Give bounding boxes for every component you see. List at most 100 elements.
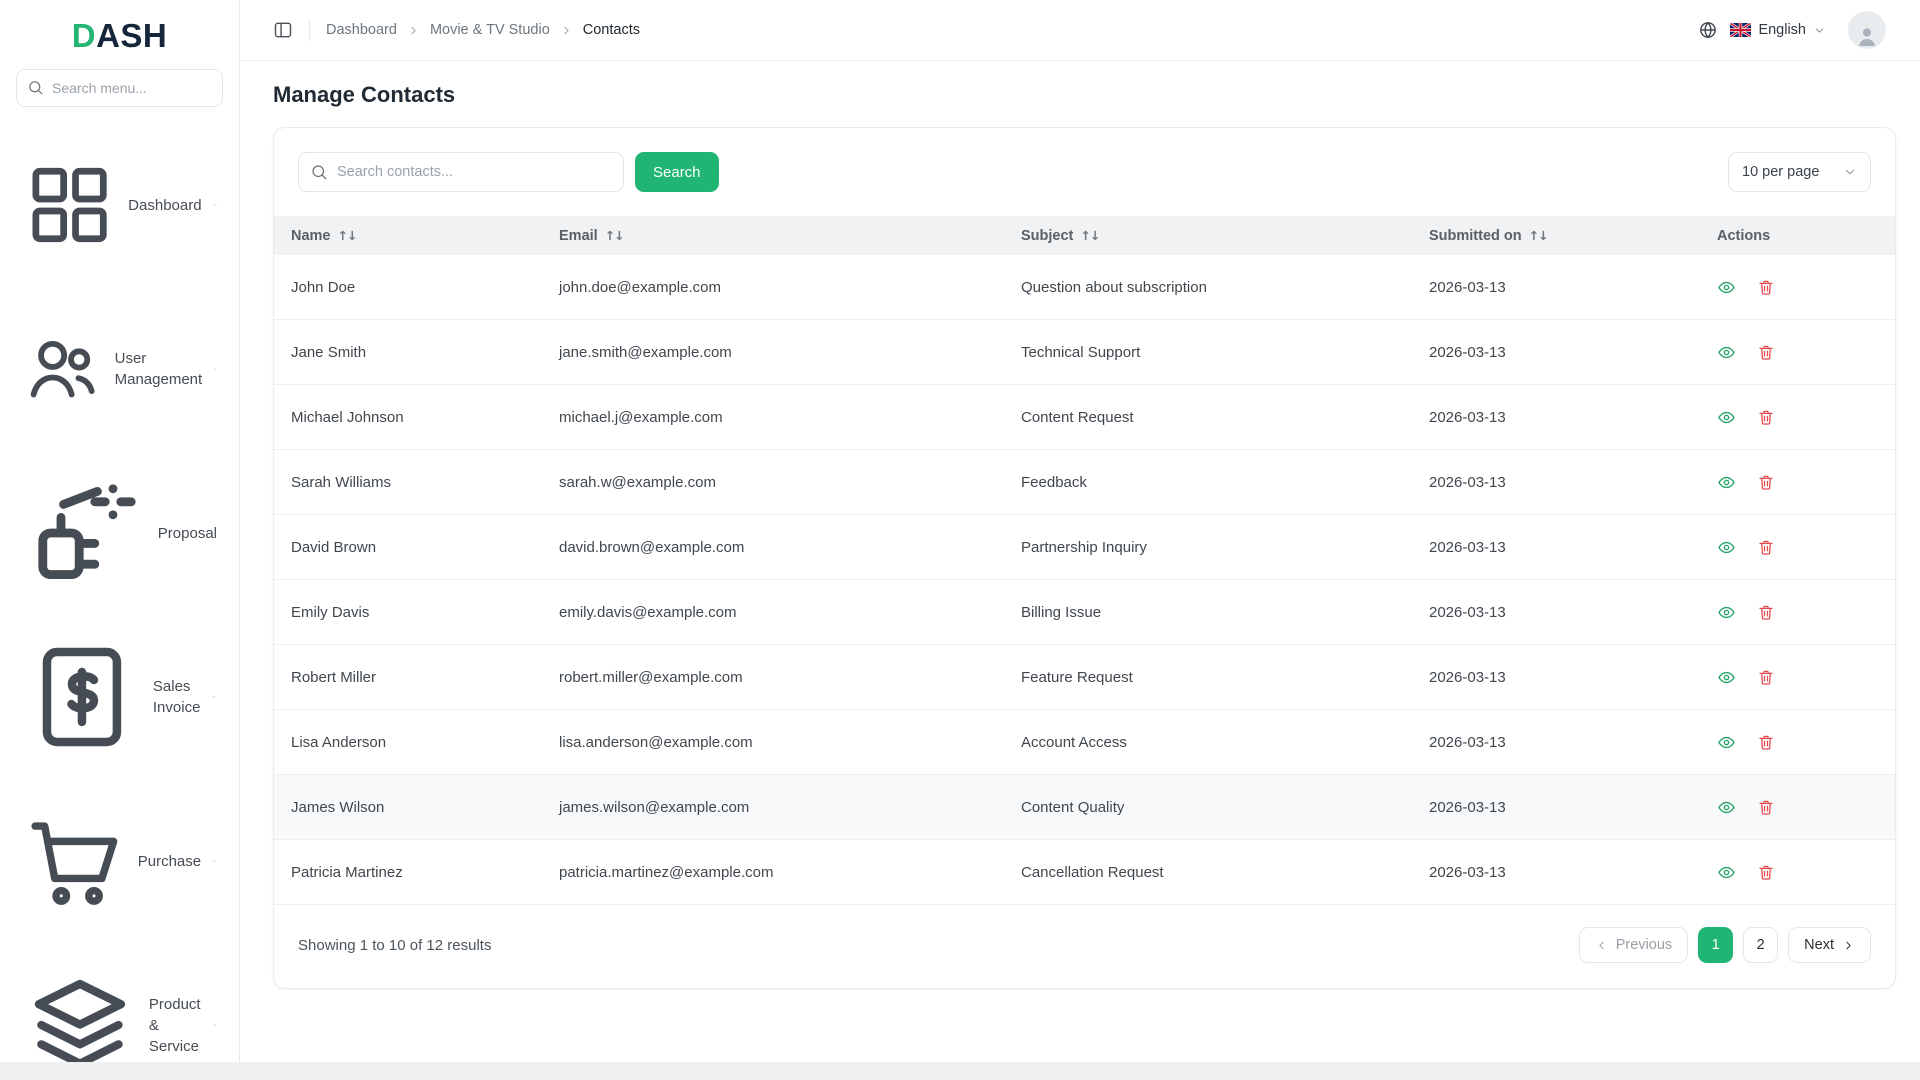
next-page-button[interactable]: Next — [1788, 927, 1871, 963]
table-row: Lisa Anderson lisa.anderson@example.com … — [274, 710, 1895, 775]
delete-button[interactable] — [1757, 733, 1775, 752]
cell-name: Patricia Martinez — [291, 863, 403, 881]
sort-icon: ↑↓ — [1080, 228, 1100, 243]
sidebar-item-purchase[interactable]: Purchase — [12, 779, 227, 943]
trash-icon — [1757, 343, 1775, 362]
delete-button[interactable] — [1757, 278, 1775, 297]
view-button[interactable] — [1717, 863, 1736, 882]
sidebar-item-user-management[interactable]: User Management — [12, 287, 227, 451]
cell-subject: Content Quality — [1021, 798, 1125, 816]
view-button[interactable] — [1717, 473, 1736, 492]
table-row: David Brown david.brown@example.com Part… — [274, 515, 1895, 580]
breadcrumb: Dashboard Movie & TV Studio Contacts — [326, 22, 640, 38]
delete-button[interactable] — [1757, 473, 1775, 492]
column-header-submitted-on[interactable]: Submitted on ↑↓ — [1412, 228, 1700, 244]
cell-subject: Feedback — [1021, 473, 1087, 491]
cell-email: emily.davis@example.com — [559, 603, 737, 621]
cell-subject: Partnership Inquiry — [1021, 538, 1147, 556]
page-2-button[interactable]: 2 — [1743, 927, 1779, 963]
column-header-actions: Actions — [1700, 228, 1895, 244]
page-title: Manage Contacts — [273, 82, 456, 107]
view-button[interactable] — [1717, 603, 1736, 622]
delete-button[interactable] — [1757, 343, 1775, 362]
sidebar-search-input[interactable] — [16, 69, 223, 107]
globe-icon[interactable] — [1698, 20, 1718, 40]
view-button[interactable] — [1717, 733, 1736, 752]
previous-page-button[interactable]: Previous — [1578, 927, 1689, 963]
sidebar-item-label: Purchase — [137, 852, 202, 870]
eye-icon — [1717, 603, 1736, 622]
logo-letter-d: D — [71, 17, 97, 54]
table-row: Jane Smith jane.smith@example.com Techni… — [274, 320, 1895, 385]
view-button[interactable] — [1717, 538, 1736, 557]
column-header-subject[interactable]: Subject ↑↓ — [1004, 228, 1412, 244]
avatar[interactable] — [1848, 11, 1886, 49]
chevron-down-icon — [1843, 165, 1857, 179]
language-selector[interactable]: English — [1730, 22, 1826, 38]
search-icon — [27, 79, 44, 96]
sidebar-item-dashboard[interactable]: Dashboard — [12, 123, 227, 287]
cart-icon — [22, 786, 127, 936]
per-page-select[interactable]: 10 per page — [1728, 152, 1871, 192]
delete-button[interactable] — [1757, 863, 1775, 882]
column-header-email[interactable]: Email ↑↓ — [542, 228, 1004, 244]
breadcrumb-dashboard[interactable]: Dashboard — [326, 22, 397, 38]
sort-icon: ↑↓ — [337, 228, 358, 243]
delete-button[interactable] — [1757, 798, 1775, 817]
main-area: Dashboard Movie & TV Studio Contacts — [240, 0, 1920, 1062]
cell-email: john.doe@example.com — [559, 278, 721, 296]
view-button[interactable] — [1717, 278, 1736, 297]
chevron-left-icon — [1595, 939, 1608, 952]
pagination: Previous 1 2 Next — [1578, 927, 1871, 963]
sort-icon: ↑↓ — [604, 228, 625, 243]
cell-submitted-on: 2026-03-13 — [1429, 408, 1506, 426]
delete-button[interactable] — [1757, 603, 1775, 622]
column-label: Submitted on — [1429, 227, 1522, 244]
grid-icon — [22, 130, 117, 280]
view-button[interactable] — [1717, 408, 1736, 427]
next-label: Next — [1804, 937, 1834, 953]
cell-name: Michael Johnson — [291, 408, 404, 426]
sidebar-item-label: User Management — [114, 350, 203, 388]
person-icon — [1855, 23, 1879, 49]
search-icon — [310, 163, 328, 181]
delete-button[interactable] — [1757, 538, 1775, 557]
sidebar-item-sales-invoice[interactable]: Sales Invoice — [12, 615, 227, 779]
table-row: Robert Miller robert.miller@example.com … — [274, 645, 1895, 710]
column-label: Subject — [1021, 227, 1074, 244]
view-button[interactable] — [1717, 668, 1736, 687]
delete-button[interactable] — [1757, 668, 1775, 687]
cell-name: John Doe — [291, 278, 356, 296]
cell-subject: Technical Support — [1021, 343, 1141, 361]
contacts-card: Search 10 per page Name ↑↓ Email ↑↓ Subjec… — [273, 127, 1896, 989]
users-icon — [22, 294, 104, 444]
cell-subject: Question about subscription — [1021, 278, 1207, 296]
cell-submitted-on: 2026-03-13 — [1429, 863, 1506, 881]
sidebar-item-label: Dashboard — [128, 196, 202, 214]
chevron-down-icon — [213, 362, 217, 376]
eye-icon — [1717, 733, 1736, 752]
sidebar-item-product-service[interactable]: Product & Service — [12, 943, 227, 1062]
view-button[interactable] — [1717, 343, 1736, 362]
cell-subject: Feature Request — [1021, 668, 1133, 686]
cell-email: david.brown@example.com — [559, 538, 745, 556]
contacts-search-input[interactable] — [298, 152, 624, 192]
card-toolbar: Search 10 per page — [274, 128, 1895, 216]
column-header-name[interactable]: Name ↑↓ — [274, 228, 542, 244]
search-button[interactable]: Search — [635, 152, 719, 192]
view-button[interactable] — [1717, 798, 1736, 817]
chevron-right-icon — [560, 24, 573, 37]
trash-icon — [1757, 603, 1775, 622]
trash-icon — [1757, 733, 1775, 752]
sidebar-toggle-icon[interactable] — [273, 20, 293, 40]
eye-icon — [1717, 798, 1736, 817]
delete-button[interactable] — [1757, 408, 1775, 427]
breadcrumb-contacts: Contacts — [582, 22, 640, 38]
breadcrumb-movie-tv-studio[interactable]: Movie & TV Studio — [429, 22, 550, 38]
trash-icon — [1757, 863, 1775, 882]
cell-submitted-on: 2026-03-13 — [1429, 798, 1506, 816]
sidebar-item-proposal[interactable]: Proposal — [12, 451, 227, 615]
column-label: Actions — [1717, 227, 1771, 244]
page-1-button[interactable]: 1 — [1698, 927, 1734, 963]
